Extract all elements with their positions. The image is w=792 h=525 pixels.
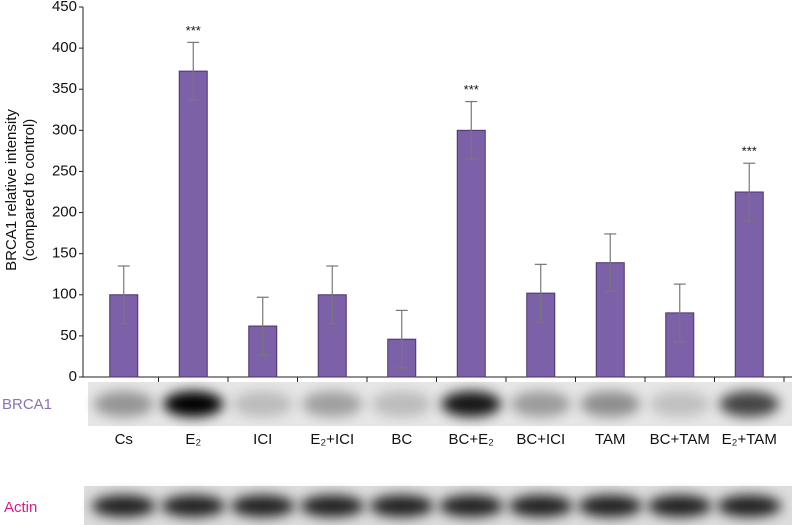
blot-label: Actin: [4, 499, 37, 516]
x-tick-label: E₂+TAM: [722, 431, 777, 448]
error-bar: [187, 41, 200, 101]
error-bar: [604, 233, 617, 293]
y-tick-label: 250: [52, 162, 77, 179]
x-tick-label: Cs: [115, 431, 133, 448]
error-bar: [395, 309, 408, 369]
bar: [734, 191, 764, 378]
y-tick-label: 450: [52, 0, 77, 15]
x-tick-label: E₂: [185, 431, 201, 448]
y-tick-label: 400: [52, 39, 77, 56]
bar: [456, 129, 486, 378]
x-tick-label: TAM: [595, 431, 626, 448]
blot-band: [163, 391, 224, 417]
blot-band: [230, 495, 295, 517]
error-bar: [743, 162, 756, 222]
bar: [178, 70, 208, 378]
blot-band: [578, 495, 643, 517]
blot-band: [580, 391, 641, 417]
blot-band: [300, 495, 365, 517]
y-tick-label: 350: [52, 80, 77, 97]
y-tick-label: 200: [52, 204, 77, 221]
y-tick-label: 300: [52, 121, 77, 138]
x-tick-label: BC: [391, 431, 412, 448]
significance-label: ***: [742, 144, 757, 159]
blot-band: [91, 495, 156, 517]
y-axis-title-line: (compared to control): [21, 119, 38, 262]
significance-label: ***: [186, 23, 201, 38]
error-bar: [256, 296, 269, 356]
y-tick-label: 0: [69, 368, 77, 385]
x-tick-label: E₂+ICI: [310, 431, 354, 448]
blot-band: [93, 391, 154, 417]
error-bar: [673, 283, 686, 343]
x-tick-label: BC+ICI: [516, 431, 565, 448]
blot-band: [717, 495, 782, 517]
x-tick-label: BC+E₂: [449, 431, 495, 448]
y-tick-label: 150: [52, 245, 77, 262]
blot-band: [647, 495, 712, 517]
error-bar: [326, 265, 339, 325]
x-tick-label: BC+TAM: [650, 431, 710, 448]
blot-label: BRCA1: [2, 396, 52, 413]
error-bar: [465, 100, 478, 160]
y-axis-title-line: BRCA1 relative intensity: [3, 109, 20, 271]
y-tick-label: 50: [60, 327, 77, 344]
significance-label: ***: [464, 82, 479, 97]
blot-band: [719, 391, 780, 417]
blot-band: [649, 391, 710, 417]
blot-band: [369, 495, 434, 517]
y-tick-label: 100: [52, 286, 77, 303]
blot-band: [439, 495, 504, 517]
blot-band: [302, 391, 363, 417]
error-bar: [117, 265, 130, 325]
y-axis-title: BRCA1 relative intensity (compared to co…: [3, 109, 38, 271]
blot-band: [161, 495, 226, 517]
x-tick-label: ICI: [253, 431, 272, 448]
error-bar: [534, 263, 547, 323]
blot-band: [371, 391, 432, 417]
blot-band: [232, 391, 293, 417]
blot-band: [510, 391, 571, 417]
blot-band: [508, 495, 573, 517]
blot-band: [441, 391, 502, 417]
